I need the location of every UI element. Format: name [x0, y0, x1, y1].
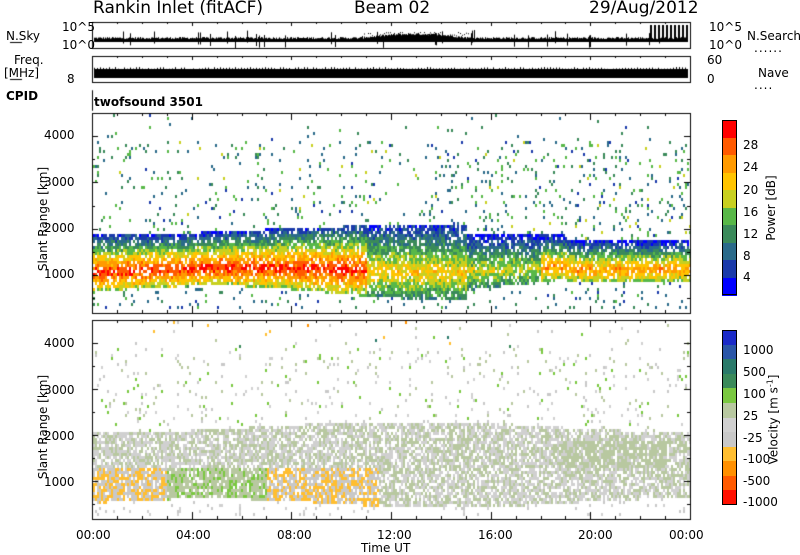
colorbar-segment	[722, 277, 737, 296]
velocity-cb-tick-500: 500	[743, 365, 766, 379]
cpid-value: twofsound 3501	[94, 95, 203, 109]
colorbar-segment	[722, 330, 737, 346]
colorbar-segment	[722, 432, 737, 448]
power-cb-tick-8: 8	[743, 249, 751, 263]
nave-label: Nave	[758, 66, 789, 80]
colorbar-segment	[722, 344, 737, 360]
velocity-cb-tick-100: 100	[743, 387, 766, 401]
colorbar-segment	[722, 260, 737, 278]
nave-key: ....	[754, 78, 774, 92]
nsky-label: N.Sky	[6, 29, 41, 43]
velocity-y-tick-2000: 2000	[44, 429, 75, 443]
colorbar-segment	[722, 120, 737, 138]
colorbar-segment	[722, 172, 737, 191]
velocity-colorbar-label: Velocity [m s-1]	[765, 374, 781, 465]
station-title: Rankin Inlet (fitACF)	[93, 0, 264, 18]
velocity-y-tick-1000: 1000	[44, 475, 75, 489]
colorbar-segment	[722, 461, 737, 477]
power-colorbar	[722, 120, 737, 296]
velocity-cb-tick-m25: -25	[743, 431, 763, 445]
power-y-tick-4000: 4000	[44, 128, 75, 142]
power-cb-tick-20: 20	[743, 183, 759, 197]
colorbar-segment	[722, 225, 737, 243]
velocity-cb-tick-25: 25	[743, 409, 759, 423]
x-axis-label: Time UT	[361, 541, 411, 555]
nsearch-label: N.Search	[747, 29, 800, 43]
counts-tick-top-right: 10^5	[709, 20, 742, 34]
velocity-cb-tick-1000: 1000	[743, 343, 774, 357]
nsearch-key: ......	[754, 41, 783, 55]
nave-tick-bottom: 0	[707, 72, 715, 86]
colorbar-segment	[722, 373, 737, 389]
nave-tick-top: 60	[707, 53, 723, 67]
velocity-y-tick-3000: 3000	[44, 383, 75, 397]
velocity-cb-tick-m500: -500	[743, 474, 771, 488]
velocity-y-tick-4000: 4000	[44, 336, 75, 350]
beam-title: Beam 02	[354, 0, 431, 18]
colorbar-segment	[722, 446, 737, 462]
colorbar-segment	[722, 490, 737, 506]
date-title: 29/Aug/2012	[589, 0, 699, 18]
power-colorbar-label: Power [dB]	[764, 175, 778, 241]
colorbar-segment	[722, 475, 737, 491]
counts-tick-bottom-right: 10^0	[709, 38, 742, 52]
x-tick-2000: 20:00	[578, 528, 613, 542]
colorbar-segment	[722, 242, 737, 261]
counts-tick-top-left: 10^5	[62, 20, 95, 34]
cpid-label: CPID	[6, 89, 39, 103]
colorbar-segment	[722, 190, 737, 208]
colorbar-segment	[722, 417, 737, 433]
velocity-colorbar	[722, 330, 737, 506]
x-tick-0800: 08:00	[277, 528, 312, 542]
x-tick-2400: 00:00	[669, 528, 704, 542]
colorbar-segment	[722, 359, 737, 375]
freq-label: Freq.	[14, 53, 44, 67]
colorbar-segment	[722, 155, 737, 173]
freq-tick: 8	[67, 72, 75, 86]
power-y-label: Slant Range [km]	[36, 166, 50, 272]
x-tick-0000: 00:00	[76, 528, 111, 542]
power-cb-tick-24: 24	[743, 160, 759, 174]
power-cb-tick-4: 4	[743, 270, 751, 284]
power-y-tick-3000: 3000	[44, 175, 75, 189]
x-tick-1200: 12:00	[377, 528, 412, 542]
power-cb-tick-28: 28	[743, 138, 759, 152]
counts-tick-bottom-left: 10^0	[62, 38, 95, 52]
colorbar-segment	[722, 137, 737, 156]
velocity-cb-tick-m100: -100	[743, 452, 771, 466]
colorbar-segment	[722, 207, 737, 226]
x-tick-0400: 04:00	[176, 528, 211, 542]
power-y-tick-1000: 1000	[44, 267, 75, 281]
freq-unit-label: [MHz]	[4, 66, 40, 80]
colorbar-segment	[722, 402, 737, 418]
x-tick-1600: 16:00	[478, 528, 513, 542]
colorbar-segment	[722, 388, 737, 404]
velocity-y-label: Slant Range [km]	[36, 374, 50, 480]
velocity-cb-tick-m1000: -1000	[743, 495, 778, 509]
power-cb-tick-12: 12	[743, 227, 759, 241]
power-cb-tick-16: 16	[743, 205, 759, 219]
power-y-tick-2000: 2000	[44, 221, 75, 235]
